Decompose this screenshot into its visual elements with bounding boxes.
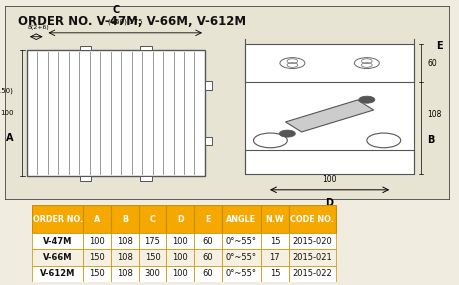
Bar: [222, 249, 261, 266]
Text: ANGLE: ANGLE: [226, 215, 256, 223]
Text: 100: 100: [172, 237, 188, 246]
Bar: [261, 266, 289, 282]
Text: A: A: [6, 133, 13, 143]
Text: A: A: [94, 215, 101, 223]
Bar: [139, 266, 166, 282]
Bar: [166, 233, 194, 249]
Text: 2015-021: 2015-021: [292, 253, 332, 262]
Text: 300: 300: [145, 269, 161, 278]
Bar: [140, 46, 152, 50]
Bar: [111, 266, 139, 282]
Bar: [194, 233, 222, 249]
Text: 108: 108: [117, 253, 133, 262]
Text: 175: 175: [145, 237, 161, 246]
Bar: [222, 233, 261, 249]
Text: 0°~55°: 0°~55°: [226, 237, 257, 246]
Bar: [111, 205, 139, 233]
Bar: [32, 233, 84, 249]
Text: 100: 100: [90, 237, 105, 246]
Text: 60: 60: [428, 58, 437, 68]
Text: ORDER NO. V-47M, V-66M, V-612M: ORDER NO. V-47M, V-66M, V-612M: [18, 15, 246, 28]
Bar: [111, 249, 139, 266]
Bar: [139, 233, 166, 249]
Bar: [166, 266, 194, 282]
Bar: [289, 249, 336, 266]
Bar: [84, 205, 111, 233]
Bar: [139, 205, 166, 233]
Bar: [166, 249, 194, 266]
Text: 2015-020: 2015-020: [292, 237, 332, 246]
Bar: [111, 233, 139, 249]
Bar: [139, 249, 166, 266]
Bar: [261, 205, 289, 233]
Text: (150) 175: (150) 175: [107, 19, 142, 25]
Text: CODE NO.: CODE NO.: [291, 215, 334, 223]
Text: C: C: [150, 215, 156, 223]
Text: (150): (150): [0, 87, 13, 94]
Bar: [32, 266, 84, 282]
Circle shape: [359, 96, 375, 103]
Text: E: E: [205, 215, 211, 223]
Text: B: B: [122, 215, 128, 223]
Text: 0°~55°: 0°~55°: [226, 269, 257, 278]
Text: 100: 100: [322, 175, 337, 184]
Text: 60: 60: [202, 237, 213, 246]
Bar: [166, 205, 194, 233]
Text: 8(2+6): 8(2+6): [27, 25, 49, 30]
Bar: [205, 81, 212, 90]
Bar: [80, 46, 91, 50]
Bar: [27, 50, 205, 176]
Bar: [245, 82, 414, 150]
Text: V-47M: V-47M: [43, 237, 73, 246]
Text: 108: 108: [428, 110, 442, 119]
Text: N.W: N.W: [265, 215, 284, 223]
Bar: [80, 176, 91, 180]
Text: 150: 150: [90, 253, 105, 262]
Bar: [84, 233, 111, 249]
Bar: [84, 249, 111, 266]
Bar: [222, 205, 261, 233]
Text: E: E: [437, 41, 443, 51]
Text: C: C: [112, 5, 119, 15]
Text: ORDER NO.: ORDER NO.: [33, 215, 83, 223]
Text: V-612M: V-612M: [40, 269, 75, 278]
Bar: [140, 176, 152, 180]
Text: V-66M: V-66M: [43, 253, 73, 262]
Text: 100: 100: [172, 253, 188, 262]
Text: 100: 100: [0, 110, 13, 116]
Bar: [222, 266, 261, 282]
Bar: [84, 266, 111, 282]
Text: 17: 17: [269, 253, 280, 262]
Text: D: D: [177, 215, 184, 223]
Text: 100: 100: [172, 269, 188, 278]
Text: 60: 60: [202, 253, 213, 262]
Text: 108: 108: [117, 269, 133, 278]
Text: B: B: [428, 135, 435, 145]
Circle shape: [279, 130, 295, 137]
Text: 15: 15: [269, 269, 280, 278]
Bar: [194, 249, 222, 266]
Text: 0°~55°: 0°~55°: [226, 253, 257, 262]
Text: 150: 150: [145, 253, 160, 262]
Bar: [289, 266, 336, 282]
Bar: [32, 249, 84, 266]
Text: 60: 60: [202, 269, 213, 278]
Bar: [245, 150, 414, 174]
Text: 108: 108: [117, 237, 133, 246]
Bar: [261, 249, 289, 266]
Bar: [289, 205, 336, 233]
Bar: [194, 205, 222, 233]
Text: 150: 150: [90, 269, 105, 278]
Text: D: D: [325, 198, 334, 207]
Bar: [245, 44, 414, 82]
Bar: [261, 233, 289, 249]
Polygon shape: [285, 100, 374, 132]
Bar: [32, 205, 84, 233]
Text: 15: 15: [269, 237, 280, 246]
Bar: [194, 266, 222, 282]
Bar: [289, 233, 336, 249]
Text: 2015-022: 2015-022: [292, 269, 332, 278]
Bar: [205, 137, 212, 145]
